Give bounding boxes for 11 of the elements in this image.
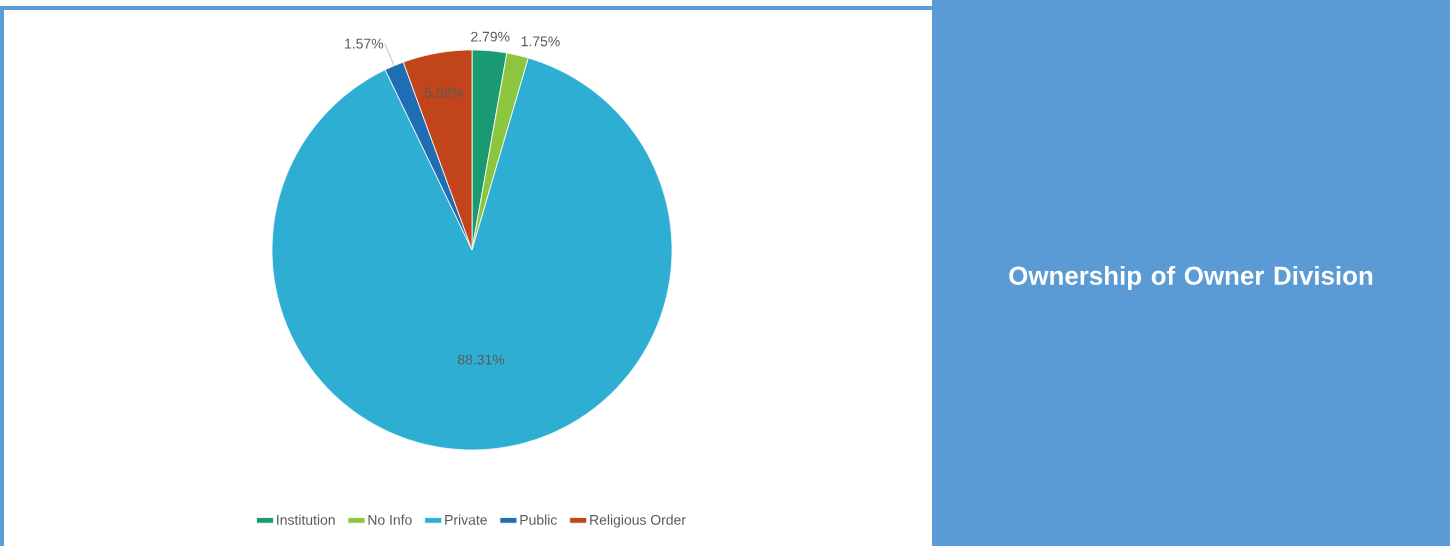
data-label: 5.58% [424,87,464,98]
legend-label: Private [445,514,487,525]
data-label: 88.31% [457,354,505,365]
legend-label: Public [520,514,557,525]
text: Ownership of Owner Division [1009,265,1373,291]
legend-label: Religious Order [590,514,686,528]
legend-label: Institution [277,514,335,525]
data-label: 1.75% [521,36,560,47]
legend-label: No Info [368,514,412,525]
data-label: 1.57% [345,38,384,49]
data-label: 2.79% [471,31,510,42]
